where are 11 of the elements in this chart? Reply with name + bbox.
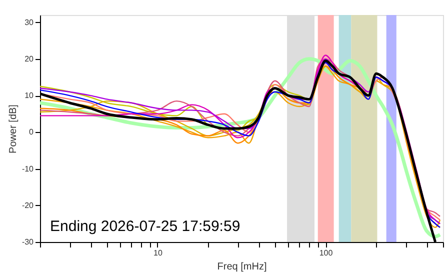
y-tick-label: -20 bbox=[22, 200, 34, 210]
annotation: Ending 2026-07-25 17:59:59 bbox=[50, 218, 240, 235]
y-axis-title: Power [dB] bbox=[8, 104, 19, 154]
y-tick-label: 0 bbox=[29, 128, 34, 137]
x-axis-title: Freq [mHz] bbox=[217, 262, 267, 272]
x-tick-label: 100 bbox=[319, 248, 334, 258]
y-tick-label: 20 bbox=[24, 54, 34, 64]
y-tick-label: 10 bbox=[24, 91, 34, 100]
y-tick-label: -30 bbox=[22, 238, 34, 246]
y-tick-label: -10 bbox=[22, 164, 34, 174]
y-tick-label: 30 bbox=[24, 18, 34, 27]
